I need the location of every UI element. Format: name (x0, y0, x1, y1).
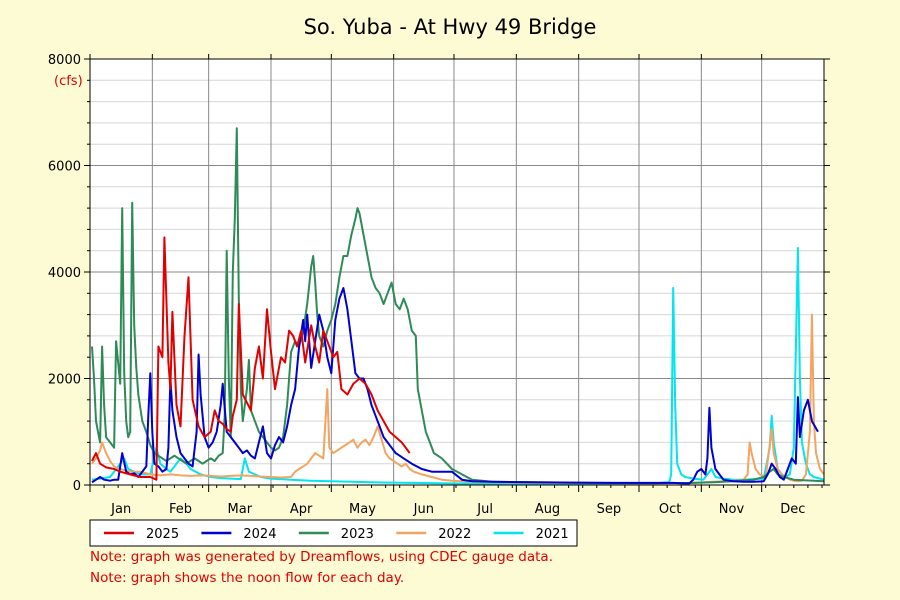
series-lines (91, 127, 825, 485)
y-tick-label: 4000 (48, 266, 81, 281)
axes (84, 54, 830, 492)
x-tick-label: Jan (110, 502, 131, 517)
note-source: Note: graph was generated by Dreamflows,… (90, 549, 554, 565)
series-line-2022 (91, 313, 825, 485)
series-line-2023 (91, 127, 825, 485)
x-tick-label: Nov (719, 502, 745, 517)
legend-label-2022: 2022 (438, 527, 471, 542)
x-tick-label: Feb (169, 502, 192, 517)
x-tick-label: Apr (290, 502, 313, 517)
y-tick-label: 6000 (48, 160, 81, 175)
y-tick-labels: 0 2000 4000 6000 8000 (48, 53, 81, 494)
x-tick-label: Aug (535, 502, 560, 517)
x-tick-label: Jul (476, 502, 493, 517)
plot-border (89, 58, 825, 486)
x-tick-label: Mar (228, 502, 253, 517)
legend-label-2023: 2023 (341, 527, 374, 542)
series-line-2025 (91, 236, 411, 481)
legend-label-2025: 2025 (146, 527, 179, 542)
x-tick-labels: Jan Feb Mar Apr May Jun Jul Aug Sep Oct Nov Dec (110, 502, 805, 517)
x-tick-label: May (349, 502, 376, 517)
y-tick-label: 0 (73, 479, 81, 494)
y-tick-label: 8000 (48, 53, 81, 68)
grid-lines (90, 58, 824, 486)
flow-chart: So. Yuba - At Hwy 49 Bridge (cfs) 0 2000 4… (48, 15, 830, 547)
legend: 2025 2024 2023 2022 2021 (89, 519, 578, 547)
series-line-2024 (91, 287, 819, 485)
legend-label-2024: 2024 (243, 527, 276, 542)
x-tick-label: Sep (597, 502, 622, 517)
x-tick-label: Dec (780, 502, 805, 517)
x-tick-label: Jun (413, 502, 434, 517)
y-tick-label: 2000 (48, 373, 81, 388)
legend-label-2021: 2021 (536, 527, 569, 542)
note-noon-flow: Note: graph shows the noon flow for each… (90, 570, 405, 586)
x-tick-label: Oct (659, 502, 681, 517)
y-axis-unit-label: (cfs) (54, 74, 83, 89)
chart-title: So. Yuba - At Hwy 49 Bridge (304, 15, 597, 39)
